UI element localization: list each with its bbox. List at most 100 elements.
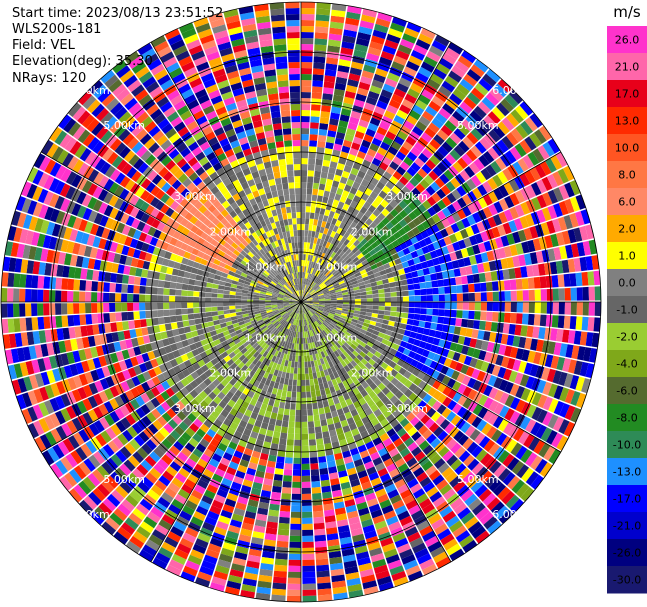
ray-gate-1610 xyxy=(360,308,367,312)
ray-gate-595 xyxy=(448,70,463,83)
ray-gate-4052 xyxy=(284,306,291,311)
ray-gate-1963 xyxy=(368,337,376,344)
ray-gate-4182 xyxy=(113,362,122,373)
ray-gate-926 xyxy=(427,206,437,217)
ray-gate-3888 xyxy=(112,437,124,450)
ray-gate-2079 xyxy=(442,396,452,407)
ray-gate-1299 xyxy=(585,224,595,240)
ray-gate-3130 xyxy=(272,479,283,487)
ray-gate-4347 xyxy=(16,347,26,362)
ray-gate-1385 xyxy=(508,268,516,279)
ray-gate-752 xyxy=(309,289,315,294)
ray-gate-813 xyxy=(359,245,366,253)
ray-gate-4482 xyxy=(103,303,110,313)
ray-gate-4214 xyxy=(214,324,222,330)
ray-gate-357 xyxy=(316,257,321,264)
ray-gate-4771 xyxy=(173,261,181,270)
ray-gate-2943 xyxy=(315,558,329,566)
ray-gate-2585 xyxy=(387,489,400,499)
ray-gate-587 xyxy=(421,110,434,122)
ray-gate-1362 xyxy=(372,289,379,295)
ray-gate-2980 xyxy=(301,481,311,488)
ray-gate-4911 xyxy=(235,269,242,276)
ray-gate-4387 xyxy=(74,326,82,338)
ray-gate-2140 xyxy=(488,443,500,456)
ray-gate-1031 xyxy=(462,206,472,217)
ray-gate-446 xyxy=(413,44,428,56)
ray-gate-714 xyxy=(357,235,365,243)
ray-gate-4592 xyxy=(43,276,51,289)
ray-gate-4656 xyxy=(259,293,266,297)
ray-gate-794 xyxy=(487,111,501,125)
ray-gate-3322 xyxy=(252,425,261,434)
ray-gate-4448 xyxy=(7,318,15,333)
ray-gate-2977 xyxy=(301,463,310,470)
ray-gate-4509 xyxy=(241,299,248,302)
ray-gate-4848 xyxy=(21,198,32,213)
ray-gate-2264 xyxy=(357,361,365,369)
ray-gate-3261 xyxy=(279,364,284,372)
ray-gate-4188 xyxy=(78,373,89,386)
ray-gate-3167 xyxy=(279,401,285,409)
ray-gate-1599 xyxy=(593,317,601,332)
ray-gate-4525 xyxy=(145,294,152,302)
ray-gate-4560 xyxy=(235,295,242,299)
ray-gate-956 xyxy=(331,279,338,284)
ray-gate-4657 xyxy=(253,292,260,296)
ray-gate-371 xyxy=(346,178,355,187)
ray-gate-342 xyxy=(378,56,393,67)
ray-gate-293 xyxy=(367,47,382,57)
ray-gate-1876 xyxy=(443,357,453,368)
ray-gate-4181 xyxy=(118,360,128,371)
ray-gate-1748 xyxy=(579,361,589,377)
ray-gate-1439 xyxy=(533,276,541,289)
ray-gate-791 xyxy=(474,123,488,137)
ray-gate-2609 xyxy=(320,351,326,358)
ray-gate-1626 xyxy=(455,318,463,327)
ray-gate-675 xyxy=(395,180,405,190)
ray-gate-2334 xyxy=(430,453,442,465)
ray-gate-362 xyxy=(326,229,333,237)
ray-gate-4304 xyxy=(271,305,278,309)
ray-gate-2137 xyxy=(474,432,486,445)
ray-gate-872 xyxy=(403,215,413,224)
ray-gate-3215 xyxy=(276,389,283,396)
ray-gate-549 xyxy=(448,42,464,55)
ray-gate-4506 xyxy=(259,300,265,302)
ray-gate-3615 xyxy=(241,372,249,380)
ray-gate-1526 xyxy=(456,302,463,310)
ray-gate-2268 xyxy=(373,378,382,387)
ray-gate-1972 xyxy=(415,361,424,371)
ray-gate-2735 xyxy=(356,501,368,511)
ray-gate-2819 xyxy=(319,413,326,421)
ray-gate-803 xyxy=(314,285,320,291)
ray-gate-604 xyxy=(315,277,320,284)
ray-gate-1051 xyxy=(306,296,312,300)
ray-gate-3761 xyxy=(247,346,255,353)
ray-gate-1120 xyxy=(410,250,419,259)
ray-gate-1128 xyxy=(454,231,464,241)
ray-gate-2071 xyxy=(403,370,412,379)
ray-gate-691 xyxy=(455,106,469,119)
ray-gate-463 xyxy=(336,227,343,235)
ray-gate-1170 xyxy=(413,256,421,265)
ray-gate-3595 xyxy=(139,521,154,534)
ray-gate-3786 xyxy=(136,447,149,459)
ray-gate-2119 xyxy=(390,369,399,377)
ray-gate-223 xyxy=(329,161,338,169)
ray-gate-3444 xyxy=(179,537,194,549)
ray-gate-4895 xyxy=(43,191,54,206)
ray-gate-4801 xyxy=(289,297,296,301)
ray-gate-224 xyxy=(330,155,340,163)
ray-gate-4496 xyxy=(19,303,26,317)
ray-gate-2774 xyxy=(331,441,340,449)
ray-gate-4017 xyxy=(205,348,213,356)
ray-gate-3678 xyxy=(185,427,196,438)
ray-gate-1707 xyxy=(341,310,348,315)
ray-gate-4056 xyxy=(262,316,269,322)
ray-gate-3892 xyxy=(93,451,106,465)
ray-gate-2875 xyxy=(317,450,326,458)
ray-gate-165 xyxy=(315,207,321,214)
ray-gate-3275 xyxy=(253,444,263,453)
ray-gate-891 xyxy=(492,143,505,157)
